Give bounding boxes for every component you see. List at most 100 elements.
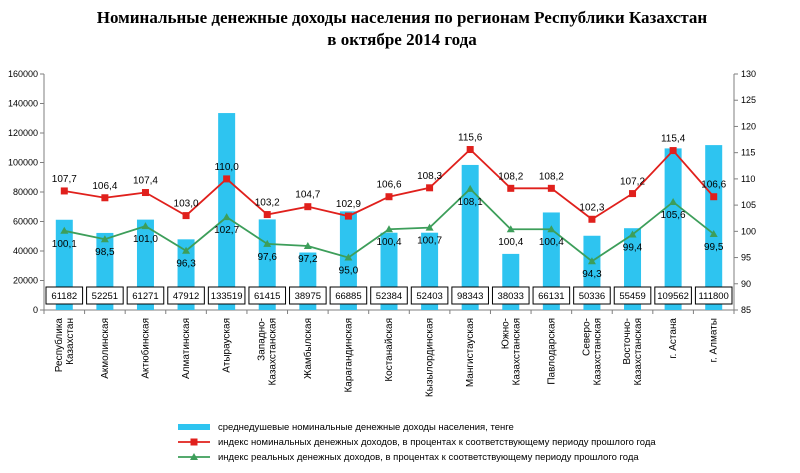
real-index-label: 95,0 <box>339 266 359 277</box>
category-label-line: Казахстан <box>65 318 76 365</box>
real-index-label: 100,1 <box>52 239 77 250</box>
real-index-point <box>669 197 678 205</box>
real-index-point <box>466 184 475 192</box>
bar-value-box <box>613 286 652 305</box>
category-label: Восточно-Казахстанская <box>622 318 644 385</box>
bar-value-box <box>654 286 692 305</box>
right-tick-label: 120 <box>741 121 756 131</box>
bar-value-label: 111800 <box>699 291 729 302</box>
nominal-index-point <box>263 211 271 219</box>
bar-value-label: 52403 <box>416 291 442 302</box>
real-index-point <box>385 225 393 233</box>
category-label-line: Восточно- <box>622 318 633 365</box>
bar-value-label: 109562 <box>657 291 689 302</box>
category-label-line: Казахстанская <box>592 318 603 385</box>
nominal-index-label: 106,4 <box>92 181 117 192</box>
category-label-line: Костанайская <box>384 318 395 382</box>
bar-value-box <box>45 286 84 305</box>
right-tick-label: 110 <box>741 174 755 184</box>
real-index-label: 100,4 <box>376 237 401 248</box>
left-tick-label: 160000 <box>8 69 38 79</box>
left-tick-label: 140000 <box>8 99 38 109</box>
bar <box>664 148 682 310</box>
real-index-point <box>60 226 69 234</box>
category-label-line: Казахстанская <box>511 318 522 385</box>
right-tick-label: 115 <box>741 148 755 158</box>
category-labels: РеспубликаКазахстан Акмолинская Актюбинска… <box>53 318 720 398</box>
category-label: Жамбылская <box>302 318 314 379</box>
real-index-label: 100,7 <box>417 236 442 247</box>
category-label-line: Северо- <box>581 318 592 356</box>
real-index-label: 100,4 <box>498 237 523 248</box>
bar <box>542 212 560 310</box>
category-label: г. Алматы <box>709 318 720 362</box>
left-tick-label: 20000 <box>13 276 38 286</box>
real-index-label: 101,0 <box>133 234 158 245</box>
bar-value-label: 52384 <box>376 291 402 302</box>
category-label: Алматинская <box>181 318 192 379</box>
real-index-label: 105,6 <box>661 210 686 221</box>
bar-value-box <box>451 286 489 305</box>
bar-value-label: 61271 <box>132 291 158 302</box>
chart-title-line2: в октябре 2014 года <box>327 30 477 49</box>
real-index-label: 96,3 <box>176 259 196 270</box>
real-index-point <box>303 242 312 250</box>
nominal-index-label: 108,2 <box>498 171 523 182</box>
left-tick-label: 120000 <box>8 128 38 138</box>
nominal-index-label: 104,7 <box>295 190 320 201</box>
left-tick-label: 60000 <box>13 217 38 227</box>
nominal-index-point <box>669 147 677 155</box>
category-label: г. Астана <box>668 318 679 359</box>
nominal-index-point <box>344 212 352 220</box>
bar-value-box <box>410 286 449 305</box>
bar-value-label: 61415 <box>254 291 280 302</box>
real-index-label: 98,5 <box>95 247 115 258</box>
legend-nominal-marker <box>190 438 198 446</box>
category-label-line: Актюбинская <box>139 318 151 379</box>
nominal-index-point <box>629 190 637 198</box>
category-label: Южно-Казахстанская <box>500 318 522 385</box>
nominal-index-label: 106,6 <box>376 180 401 191</box>
bar-value-label: 47912 <box>173 291 199 302</box>
bar-value-label: 66885 <box>335 291 361 302</box>
bar-value-label: 38033 <box>498 291 524 302</box>
bar-value-box <box>248 286 287 305</box>
nominal-index-point <box>101 194 109 202</box>
real-index-point <box>547 225 556 233</box>
category-label-line: Мангистауская <box>465 318 476 387</box>
left-tick-label: 100000 <box>8 158 38 168</box>
legend-real-label: индекс реальных денежных доходов, в проц… <box>218 452 639 463</box>
bar-value-box <box>329 286 368 305</box>
bar-series <box>55 113 723 310</box>
category-label: Мангистауская <box>465 318 476 387</box>
category-label-line: Карагандинская <box>343 318 354 393</box>
nominal-index-label: 106,6 <box>701 180 726 191</box>
right-tick-label: 130 <box>741 69 756 79</box>
real-index-point <box>587 257 596 265</box>
bar <box>218 113 236 310</box>
legend-nominal-label: индекс номинальных денежных доходов, в п… <box>218 437 656 448</box>
nominal-index-point <box>385 193 393 201</box>
bar-value-box <box>289 286 327 305</box>
nominal-index-label: 103,0 <box>174 199 199 210</box>
bar-value-label: 98343 <box>457 291 483 302</box>
category-label-line: Республика <box>53 318 65 373</box>
real-index-point <box>141 222 150 230</box>
nominal-index-point <box>547 184 555 192</box>
nominal-index-label: 102,9 <box>336 199 361 210</box>
right-tick-label: 105 <box>741 200 756 210</box>
bar-value-box <box>167 286 205 305</box>
legend-bar-swatch <box>178 424 210 430</box>
nominal-index-label: 103,2 <box>255 198 280 209</box>
bar <box>705 145 723 310</box>
nominal-index-point <box>426 184 434 192</box>
nominal-index-point <box>182 212 190 220</box>
bar-value-box <box>370 286 408 305</box>
category-label-line: Западно- <box>257 318 268 361</box>
category-label-line: Жамбылская <box>302 318 314 379</box>
line-series: 107,7 106,4 107,4 103,0 110,0 103,2 104,7 102,9… <box>52 133 727 281</box>
real-index-point <box>506 225 515 233</box>
real-index-point <box>425 223 434 231</box>
nominal-index-point <box>466 146 474 154</box>
